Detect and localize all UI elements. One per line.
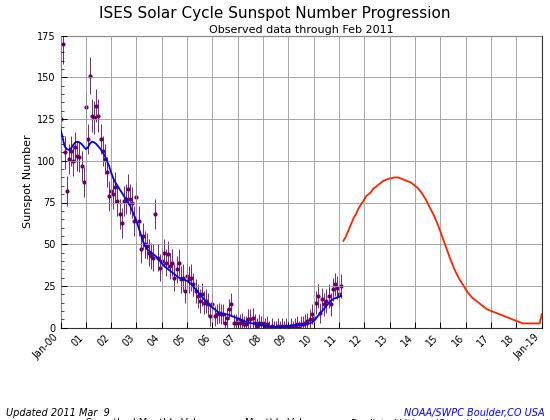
Y-axis label: Sunspot Number: Sunspot Number [23, 135, 33, 228]
Text: NOAA/SWPC Boulder,CO USA: NOAA/SWPC Boulder,CO USA [404, 408, 544, 418]
Text: ISES Solar Cycle Sunspot Number Progression: ISES Solar Cycle Sunspot Number Progress… [99, 6, 451, 21]
Text: Updated 2011 Mar  9: Updated 2011 Mar 9 [6, 408, 109, 418]
Title: Observed data through Feb 2011: Observed data through Feb 2011 [209, 25, 393, 35]
Legend: Smoothed Monthly Values, Monthly Values, Predicted Values (Smoothed): Smoothed Monthly Values, Monthly Values,… [58, 414, 497, 420]
